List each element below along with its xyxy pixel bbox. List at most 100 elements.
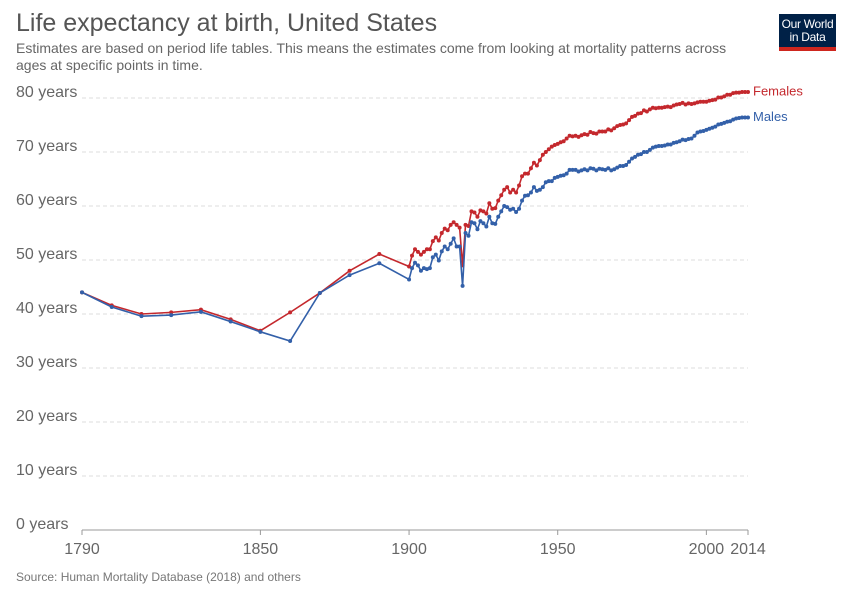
data-point	[671, 140, 676, 145]
data-point	[436, 258, 441, 263]
chart-subtitle: Estimates are based on period life table…	[16, 40, 727, 73]
data-point	[665, 104, 670, 109]
series-label: Males	[753, 109, 788, 124]
data-point	[731, 91, 736, 96]
data-point	[415, 249, 420, 254]
data-point	[567, 167, 572, 172]
data-point	[725, 119, 730, 124]
data-point	[561, 139, 566, 144]
data-point	[612, 126, 617, 131]
data-point	[612, 167, 617, 172]
data-point	[347, 268, 352, 273]
x-tick-label: 1850	[243, 541, 279, 558]
data-point	[427, 266, 432, 271]
x-tick-label: 1950	[540, 541, 576, 558]
data-point	[653, 144, 658, 149]
data-point	[600, 129, 605, 134]
data-point	[475, 214, 480, 219]
data-point	[635, 111, 640, 116]
data-point	[659, 144, 664, 149]
data-point	[588, 166, 593, 171]
data-point	[472, 210, 477, 215]
data-point	[713, 97, 718, 102]
data-point	[427, 247, 432, 252]
data-point	[603, 167, 608, 172]
chart-title: Life expectancy at birth, United States	[16, 9, 438, 37]
data-point	[635, 152, 640, 157]
data-point	[454, 222, 459, 227]
data-point	[439, 249, 444, 254]
data-point	[597, 166, 602, 171]
data-point	[716, 95, 721, 100]
data-point	[668, 105, 673, 110]
data-point	[496, 198, 501, 203]
logo-text: Our World	[781, 17, 834, 31]
data-point	[564, 171, 569, 176]
data-point	[377, 252, 382, 257]
data-point	[451, 220, 456, 225]
data-point	[466, 223, 471, 228]
header: Life expectancy at birth, United States …	[16, 8, 756, 74]
data-point	[418, 268, 423, 273]
data-point	[228, 319, 233, 324]
data-point	[415, 263, 420, 268]
data-point	[499, 209, 504, 214]
data-point	[520, 174, 525, 179]
data-point	[531, 185, 536, 190]
data-point	[647, 147, 652, 152]
data-point	[737, 115, 742, 120]
source-note: Source: Human Mortality Database (2018) …	[16, 570, 301, 584]
data-point	[567, 133, 572, 138]
data-point	[591, 166, 596, 171]
data-point	[487, 201, 492, 206]
data-point	[139, 314, 144, 319]
data-point	[523, 171, 528, 176]
data-point	[644, 150, 649, 154]
data-point	[540, 185, 545, 190]
data-point	[537, 187, 542, 192]
data-point	[413, 260, 417, 265]
y-tick-label: 40 years	[16, 300, 77, 317]
data-point	[537, 158, 542, 163]
x-tick-label: 2000	[689, 541, 725, 558]
data-point	[460, 283, 465, 288]
data-point	[448, 222, 453, 227]
data-point	[603, 129, 608, 134]
data-point	[407, 264, 412, 269]
data-point	[505, 205, 510, 210]
data-point	[523, 193, 528, 198]
data-point	[644, 109, 649, 114]
data-point	[424, 247, 429, 252]
data-point	[413, 247, 417, 252]
data-point	[570, 134, 575, 139]
data-point	[466, 233, 471, 238]
data-point	[463, 231, 468, 235]
data-point	[433, 235, 438, 240]
data-point	[692, 133, 697, 138]
data-point	[433, 252, 438, 257]
data-point	[528, 166, 533, 171]
data-point	[481, 221, 486, 226]
data-point	[653, 106, 658, 111]
data-point	[686, 101, 691, 106]
data-point	[490, 221, 495, 226]
data-point	[80, 290, 84, 295]
data-point	[549, 144, 554, 149]
data-point	[520, 198, 525, 203]
data-point	[493, 206, 498, 211]
data-point	[591, 131, 596, 136]
data-point	[487, 214, 492, 219]
data-point	[689, 101, 694, 106]
x-tick-label: 2014	[730, 541, 766, 558]
data-point	[517, 206, 522, 211]
data-point	[484, 224, 489, 229]
data-point	[624, 162, 629, 167]
data-point	[647, 107, 652, 112]
data-point	[109, 304, 114, 309]
data-point	[317, 290, 322, 295]
data-point	[410, 253, 415, 258]
y-tick-label: 30 years	[16, 354, 77, 371]
data-point	[514, 190, 519, 195]
data-point	[662, 105, 667, 110]
data-point	[502, 187, 507, 192]
